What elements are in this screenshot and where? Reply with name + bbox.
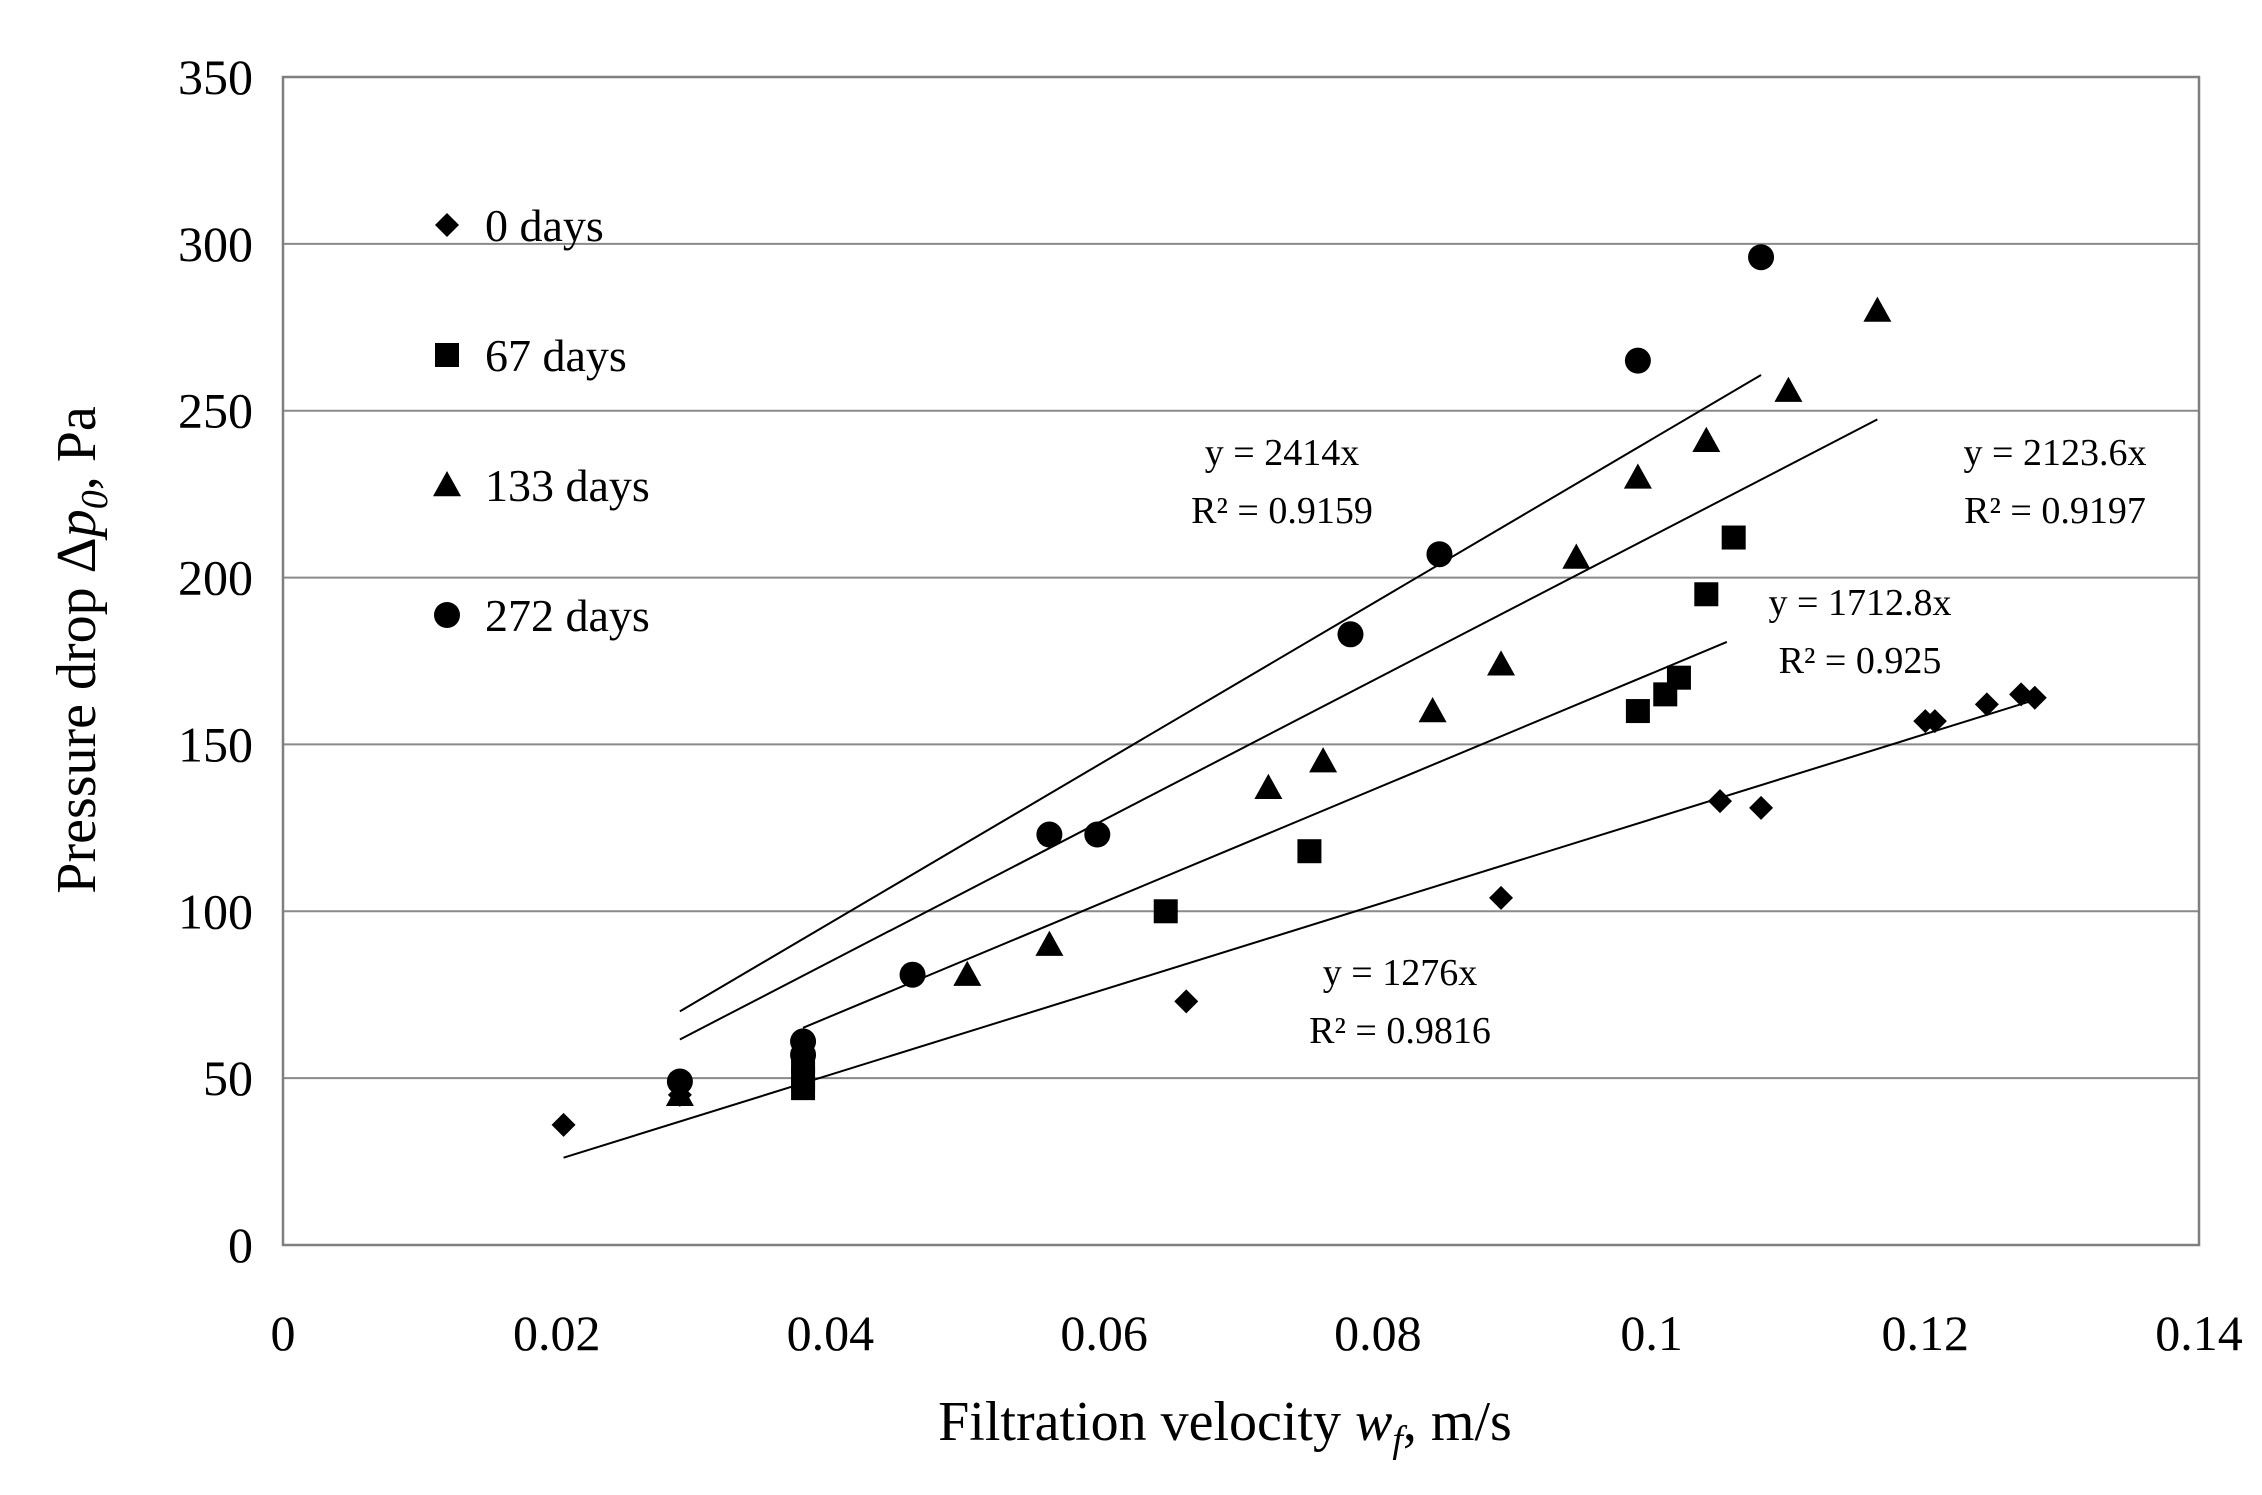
data-point-133-days [1863,296,1892,322]
x-tick-label: 0.02 [513,1305,601,1361]
x-tick-label: 0.1 [1620,1305,1683,1361]
data-point-133-days [1418,697,1447,723]
data-point-133-days [1254,773,1283,800]
trendline-equation: y = 1712.8x [1769,582,1952,624]
data-point-67-days [1721,525,1746,550]
data-point-0-days [2022,685,2047,710]
data-point-0-days [1708,789,1732,814]
trendline-133-days [679,418,1878,1041]
data-point-0-days [551,1112,576,1137]
x-axis-title-var: w [1355,1391,1392,1453]
y-axis-title-sub: 0 [74,490,116,509]
data-point-272-days [666,1068,693,1095]
trendline-272-days [679,374,1762,1013]
data-point-67-days [1694,582,1719,607]
data-points [551,244,2047,1137]
x-tick-label: 0.06 [1060,1305,1148,1361]
data-point-133-days [1487,650,1516,676]
legend-label: 272 days [485,590,650,641]
data-point-133-days [1774,376,1803,402]
data-point-67-days [1297,839,1322,864]
trendline-equation: y = 2414x [1205,432,1359,474]
plot-area-frame [281,75,2201,1247]
trendline-annotations: y = 1276x R² = 0.9816 y = 1712.8x R² = 0.92… [1191,432,2146,1052]
y-tick-label: 200 [178,550,253,606]
y-tick-label: 150 [178,716,253,772]
trendline-equation: y = 2123.6x [1964,432,2147,474]
x-tick-label: 0.12 [1882,1305,1970,1361]
x-tick-label: 0.04 [787,1305,875,1361]
data-point-0-days [1489,885,1514,910]
data-point-0-days [1922,709,1947,734]
y-axis-ticks: 0 50 100 150 200 250 300 350 [178,49,253,1273]
trendline-r2: R² = 0.9197 [1964,490,2146,532]
legend-label: 133 days [485,460,650,511]
trendline-r2: R² = 0.9816 [1309,1010,1491,1052]
legend-label: 0 days [485,200,604,251]
y-tick-label: 350 [178,49,253,105]
trendline-equation: y = 1276x [1323,952,1477,994]
data-point-133-days [1035,930,1064,956]
data-point-0-days [1974,692,1999,717]
x-axis-title: Filtration velocity wf, m/s [938,1391,1512,1461]
gridlines [283,242,2199,1080]
data-point-0-days [1749,795,1774,820]
data-point-272-days [1748,244,1775,271]
y-tick-label: 50 [203,1050,253,1106]
x-axis-ticks: 0 0.02 0.04 0.06 0.08 0.1 0.12 0.14 [271,1305,2243,1361]
x-tick-label: 0 [271,1305,296,1361]
data-point-133-days [1623,463,1652,489]
data-point-133-days [1562,543,1591,569]
legend-marker-272-days [434,602,460,628]
y-axis-title-unit: , Pa [46,406,108,490]
data-point-272-days [1337,621,1364,648]
data-point-67-days [1153,899,1178,924]
x-tick-label: 0.14 [2155,1305,2243,1361]
data-point-133-days [1692,426,1721,452]
y-axis-title-var: p [46,509,108,541]
y-tick-label: 300 [178,216,253,272]
x-tick-label: 0.08 [1334,1305,1422,1361]
data-point-272-days [1036,821,1063,848]
y-tick-label: 0 [228,1217,253,1273]
trendline-r2: R² = 0.9159 [1191,490,1373,532]
legend-marker-133-days [433,471,461,497]
y-axis-title-main: Pressure drop Δ [46,537,108,893]
trendline-r2: R² = 0.925 [1779,640,1942,682]
x-axis-title-main: Filtration velocity [938,1391,1355,1453]
trendline-67-days [802,641,1728,1029]
data-point-272-days [1084,821,1111,848]
legend-marker-67-days [435,343,459,367]
legend-marker-0-days [435,213,459,237]
data-point-272-days [1426,541,1453,568]
data-point-133-days [1309,747,1338,773]
data-point-272-days [790,1028,817,1055]
x-axis-title-unit: , m/s [1403,1391,1512,1453]
data-point-272-days [899,961,926,988]
y-tick-label: 100 [178,883,253,939]
data-point-272-days [1624,347,1651,374]
legend-label: 67 days [485,330,627,381]
data-point-67-days [1666,665,1691,690]
y-tick-label: 250 [178,383,253,439]
data-point-0-days [1174,989,1199,1014]
y-axis-title: Pressure drop Δp0, Pa [46,406,116,894]
data-point-133-days [953,960,982,986]
legend: 0 days 67 days 133 days 272 days [433,200,650,641]
data-point-67-days [1625,699,1650,724]
